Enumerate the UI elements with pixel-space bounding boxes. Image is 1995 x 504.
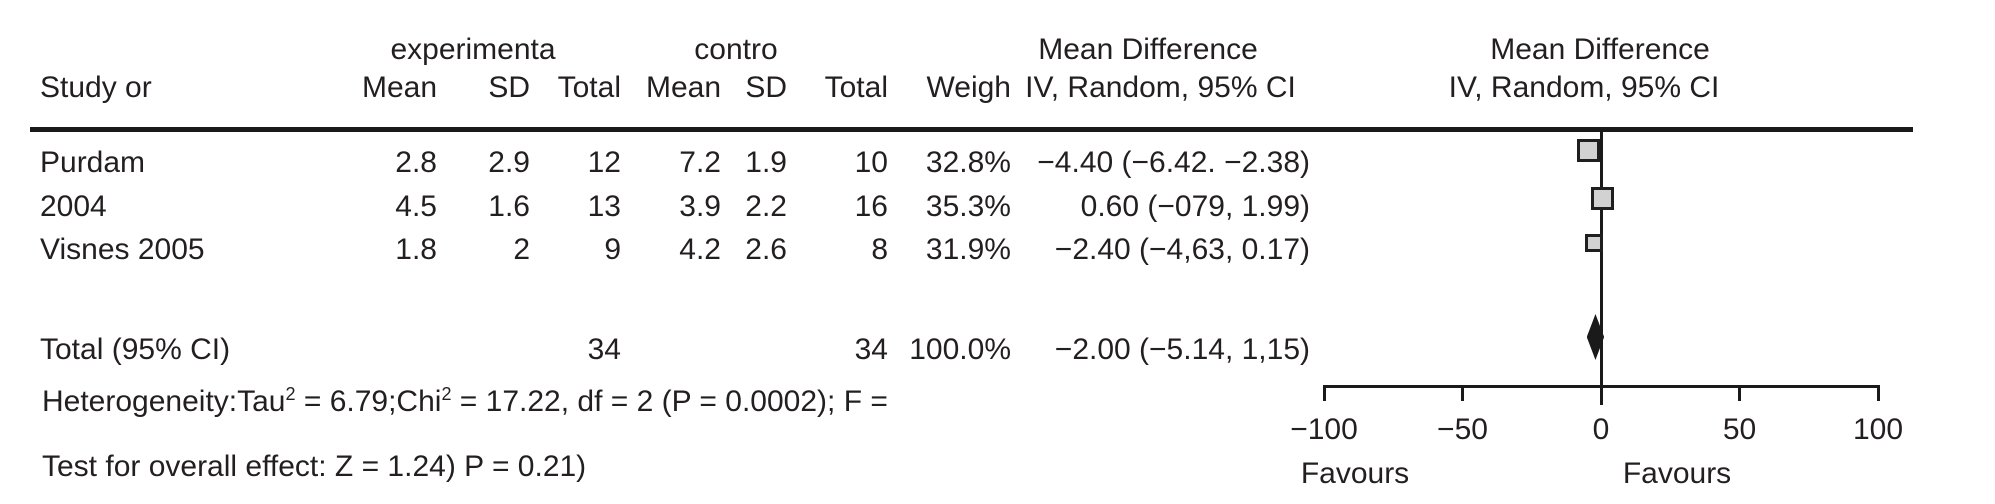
total-ctrl: 10 (854, 146, 888, 179)
study-label: Visnes 2005 (40, 233, 205, 266)
ci-text: −2.40 (−4,63, 0.17) (1054, 233, 1310, 266)
het-text-2: = 6.79;Chi (295, 385, 442, 418)
group-header-experimental: experimenta (390, 33, 556, 66)
total-label: Total (95% CI) (40, 333, 231, 366)
total-row: Total (95% CI) 34 34 100.0% −2.00 (−5.14… (40, 332, 1310, 368)
mean-exp: 2.8 (395, 146, 437, 179)
favours-right-label: Favours (1622, 457, 1732, 490)
study-label: Purdam (40, 146, 146, 179)
axis-tick-label: 0 (1592, 413, 1610, 446)
ci-text: 0.60 (−079, 1.99) (1080, 190, 1310, 223)
study-label: 2004 (40, 190, 107, 223)
sd-ctrl: 1.9 (745, 146, 787, 179)
sd-exp: 2.9 (488, 146, 530, 179)
weight: 32.8% (925, 146, 1011, 179)
study-marker (1585, 234, 1604, 252)
study-marker (1577, 138, 1601, 162)
total-ctrl: 16 (854, 190, 888, 223)
col-header-sd-ctrl: SD (745, 71, 787, 104)
axis-tick-label: −50 (1437, 413, 1488, 446)
het-sup-2: 2 (441, 384, 452, 404)
ci-text: −4.40 (−6.42. −2.38) (1037, 146, 1310, 179)
axis-tick (1738, 385, 1741, 401)
axis-tick (1322, 385, 1326, 401)
axis-tick-label: 50 (1722, 413, 1757, 446)
sd-ctrl: 2.2 (745, 190, 787, 223)
study-row: Visnes 2005 1.8 2 9 4.2 2.6 8 31.9% −2.4… (40, 232, 1310, 268)
axis-tick-label: −100 (1290, 413, 1358, 446)
favours-left-label: Favours (1300, 457, 1410, 490)
total-exp: 34 (587, 333, 621, 366)
iv-subheader-right: IV, Random, 95% CI (1448, 71, 1720, 104)
study-row: 2004 4.5 1.6 13 3.9 2.2 16 35.3% 0.60 (−… (40, 189, 1310, 225)
col-header-sd-exp: SD (488, 71, 530, 104)
total-exp: 13 (587, 190, 621, 223)
total-exp: 12 (587, 146, 621, 179)
weight: 100.0% (909, 333, 1011, 366)
axis-tick (1876, 385, 1880, 401)
iv-subheader-left: IV, Random, 95% CI (1025, 71, 1296, 104)
mean-exp: 1.8 (395, 233, 437, 266)
heterogeneity-line: Heterogeneity:Tau2 = 6.79;Chi2 = 17.22, … (42, 384, 888, 420)
md-header-left: Mean Difference (1038, 33, 1258, 66)
axis-tick-label: 100 (1852, 413, 1904, 446)
mean-ctrl: 4.2 (679, 233, 721, 266)
axis-tick (1461, 385, 1464, 401)
het-text-1: Heterogeneity:Tau (42, 385, 286, 418)
total-ctrl: 8 (871, 233, 888, 266)
col-header-study: Study or (40, 71, 152, 104)
weight: 35.3% (925, 190, 1011, 223)
weight: 31.9% (925, 233, 1011, 266)
group-header-control: contro (694, 33, 778, 66)
col-header-total-exp: Total (557, 71, 621, 104)
col-header-mean-exp: Mean (361, 71, 437, 104)
het-text-3: = 17.22, df = 2 (P = 0.0002); F = (451, 385, 888, 418)
ci-text: −2.00 (−5.14, 1,15) (1054, 333, 1310, 366)
zero-line (1599, 132, 1603, 405)
sd-exp: 2 (513, 233, 530, 266)
total-ctrl: 34 (854, 333, 888, 366)
col-header-mean-ctrl: Mean (645, 71, 721, 104)
column-header-row: Study or Mean SD Total Mean SD Total Wei… (40, 70, 1310, 106)
header-rule (30, 127, 1913, 132)
md-header-right: Mean Difference (1490, 33, 1710, 66)
study-marker (1591, 186, 1615, 210)
study-row: Purdam 2.8 2.9 12 7.2 1.9 10 32.8% −4.40… (40, 145, 1310, 181)
col-header-total-ctrl: Total (824, 71, 888, 104)
col-header-weight: Weigh (926, 71, 1012, 104)
sd-exp: 1.6 (488, 190, 530, 223)
mean-ctrl: 3.9 (679, 190, 721, 223)
overall-effect-line: Test for overall effect: Z = 1.24) P = 0… (42, 450, 587, 483)
axis-tick (1599, 385, 1603, 401)
sd-ctrl: 2.6 (745, 233, 787, 266)
het-sup-1: 2 (285, 384, 296, 404)
total-exp: 9 (604, 233, 621, 266)
mean-ctrl: 7.2 (679, 146, 721, 179)
total-diamond (1586, 314, 1605, 360)
mean-exp: 4.5 (395, 190, 437, 223)
